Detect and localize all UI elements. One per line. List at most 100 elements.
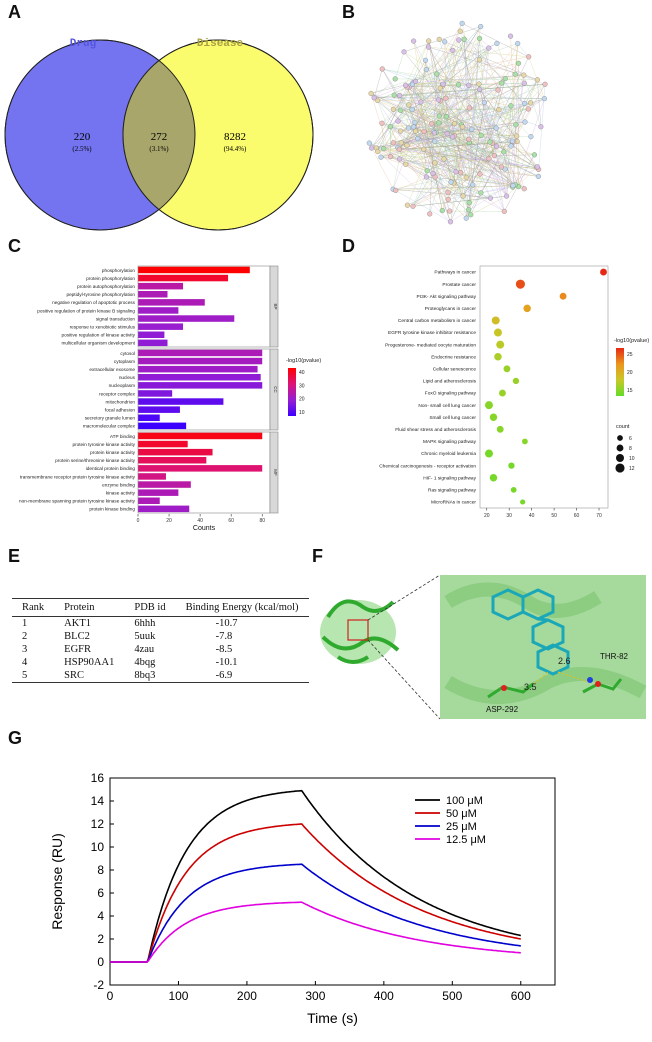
network-node (421, 128, 427, 134)
network-node (502, 76, 508, 82)
header-protein: Protein (54, 598, 125, 617)
network-node (404, 142, 410, 148)
network-node (508, 143, 514, 149)
network-node (436, 36, 442, 42)
network-node (504, 193, 510, 199)
network-node (501, 149, 507, 155)
kegg-term-label: Fluid shear stress and atherosclerosis (395, 427, 476, 433)
spr-y-axis-title: Response (RU) (49, 833, 65, 929)
network-node (513, 122, 519, 128)
go-term-label: nucleus (119, 375, 136, 380)
network-node (432, 160, 438, 166)
kegg-dot (520, 499, 526, 505)
kegg-term-label: Progesterone- mediated oocyte maturation (385, 342, 476, 348)
venn-overlap-count: 272 (151, 131, 168, 143)
spr-legend-label: 25 μM (446, 821, 477, 833)
network-node (525, 106, 531, 112)
network-node (457, 28, 463, 34)
go-bar (138, 406, 180, 413)
network-node (444, 131, 450, 137)
go-term-label: enzyme binding (102, 482, 135, 487)
network-node (440, 81, 446, 87)
network-node (395, 118, 401, 124)
go-term-label: ATP binding (110, 434, 135, 439)
go-x-tick-label: 40 (197, 518, 203, 524)
network-node (495, 87, 501, 93)
go-bar (138, 422, 187, 430)
kegg-dot (496, 425, 504, 433)
go-term-label: non-membrane spanning protein tyrosine k… (19, 499, 136, 504)
venn-drug-count: 220 (74, 131, 91, 143)
kegg-legend-title: -log10(pvalue) (614, 338, 649, 344)
network-node (366, 140, 372, 146)
spr-x-tick-label: 400 (374, 989, 394, 1003)
spr-x-tick-label: 0 (107, 989, 114, 1003)
network-node (477, 171, 483, 177)
go-term-label: protein tyrosine kinase activity (72, 442, 135, 447)
go-group-strip (269, 265, 279, 348)
network-node (456, 37, 462, 43)
network-node (424, 168, 430, 174)
go-bar (138, 365, 258, 373)
network-node (422, 57, 429, 63)
protein-overview-icon (320, 599, 400, 664)
go-term-label: positive regulation of kinase activity (62, 333, 136, 338)
docking-visualization: 2.6 3.5 THR-82 ASP-292 (320, 574, 647, 720)
network-node (469, 126, 475, 132)
kegg-legend-tick: 25 (627, 352, 633, 358)
kegg-term-label: PI3K- Akt signaling pathway (417, 294, 477, 300)
kegg-term-label: Cellular senescence (433, 366, 477, 372)
network-node (481, 99, 487, 106)
network-node (413, 78, 419, 84)
kegg-x-tick-label: 40 (529, 513, 535, 519)
kegg-legend-tick: 20 (627, 370, 633, 376)
network-node (466, 136, 472, 142)
cell-pdb: 4bqg (134, 657, 156, 668)
go-bar (138, 505, 190, 513)
panel-label-d: D (342, 236, 355, 256)
network-nodes (366, 20, 548, 225)
network-node (455, 82, 462, 88)
go-bar (138, 390, 173, 397)
spr-y-tick-label: 4 (97, 909, 104, 923)
go-x-axis-title: Counts (193, 525, 216, 530)
network-node (421, 146, 427, 152)
network-node (458, 170, 464, 176)
go-bar (138, 323, 184, 330)
venn-diagram: Drug Disease 220 (2.5%) 272 (3.1%) 8282 … (4, 38, 314, 231)
spr-legend-label: 100 μM (446, 795, 483, 807)
network-node (510, 183, 516, 189)
go-legend-gradient (288, 368, 296, 416)
network-node (403, 82, 409, 88)
residue-label-asp292: ASP-292 (486, 705, 519, 714)
go-group-label: CC (273, 386, 278, 393)
network-node (447, 208, 453, 214)
go-term-label: extracellular exosome (89, 367, 135, 372)
spr-legend-label: 50 μM (446, 808, 477, 820)
network-node (534, 77, 540, 83)
go-term-label: receptor complex (99, 391, 136, 396)
go-term-label: cytosol (120, 351, 135, 356)
network-node (494, 143, 500, 149)
go-bar (138, 473, 166, 480)
kegg-dot (510, 486, 517, 493)
go-bar (138, 398, 224, 405)
kegg-legend-gradient (616, 348, 624, 396)
network-node (397, 156, 403, 162)
kegg-dot (494, 353, 502, 361)
network-node (415, 136, 421, 142)
network-node (425, 44, 432, 50)
cell-pdb: 6hhh (134, 618, 156, 629)
venn-disease-count: 8282 (224, 131, 246, 143)
go-term-label: protein autophosphorylation (77, 284, 135, 289)
go-term-label: peptidyl-tyrosine phosphorylation (66, 292, 135, 297)
go-bar (138, 349, 263, 357)
go-term-label: macromolecular complex (83, 424, 136, 429)
network-node (486, 45, 492, 51)
kegg-dot (489, 474, 498, 482)
network-node (397, 92, 403, 99)
ppi-network-image (366, 20, 548, 225)
network-node (463, 215, 469, 221)
network-node (406, 102, 412, 108)
go-term-label: signal transduction (96, 316, 135, 321)
